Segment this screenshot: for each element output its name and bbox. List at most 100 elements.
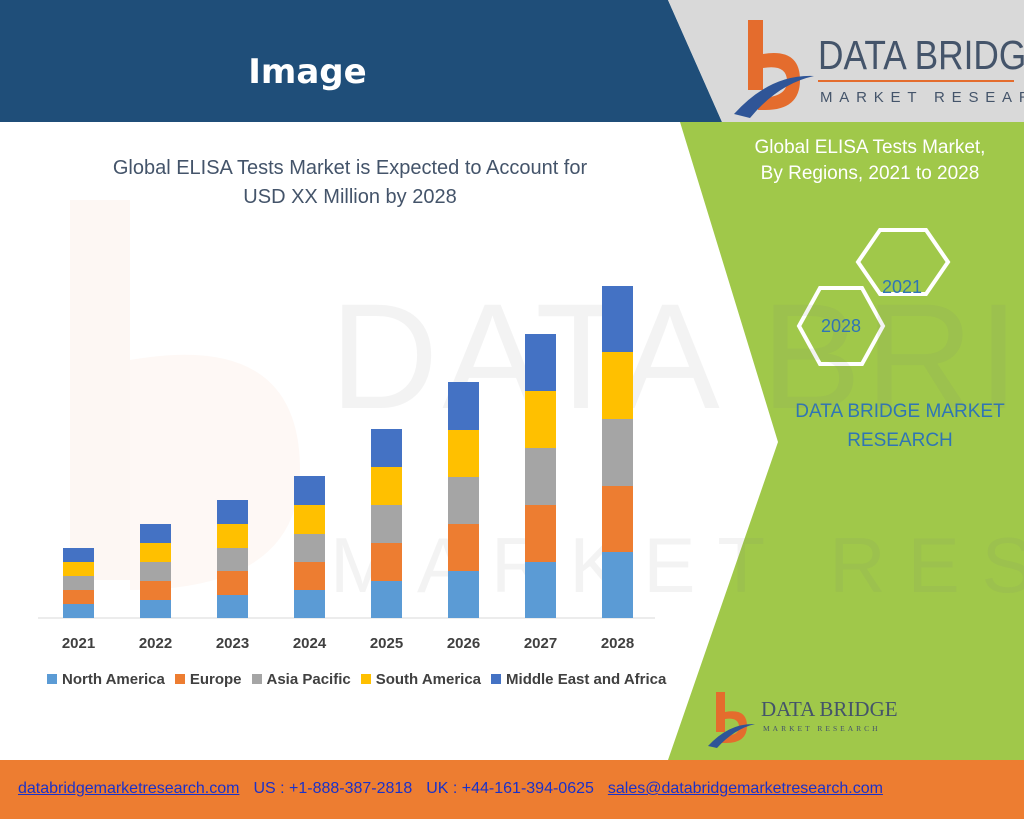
brand-name-small: DATA BRIDGE — [761, 697, 898, 721]
bar-segment-2021-south-america — [63, 562, 94, 576]
watermark-brand: DATA BRIDGE — [330, 272, 1024, 440]
chart-x-ticks: 2021 2022 2023 2024 2025 2026 2027 2028 — [62, 635, 634, 652]
page-title: Image — [248, 52, 367, 92]
panel-title-line1: Global ELISA Tests Market, — [754, 137, 986, 158]
bar-segment-2023-middle-east-and-africa — [217, 500, 248, 524]
legend-swatch — [174, 674, 185, 684]
website-link[interactable]: databridgemarketresearch.com — [18, 780, 240, 797]
legend-item: Europe — [174, 670, 242, 688]
bar-segment-2027-south-america — [525, 391, 556, 448]
bar-segment-2025-middle-east-and-africa — [371, 429, 402, 467]
bar-segment-2027-europe — [525, 505, 556, 562]
watermark-bar — [70, 200, 130, 580]
x-tick-label: 2021 — [62, 635, 95, 652]
bar-segment-2021-asia-pacific — [63, 576, 94, 590]
x-tick-label: 2023 — [216, 635, 249, 652]
bar-segment-2025-north-america — [371, 581, 402, 618]
panel-company: DATA BRIDGE MARKET RESEARCH — [775, 397, 1024, 455]
brand-mark-small-icon — [708, 692, 755, 748]
bar-segment-2022-asia-pacific — [140, 562, 171, 581]
brand-name: DATA BRIDGE — [818, 32, 1024, 78]
bar-segment-2022-europe — [140, 581, 171, 600]
brand-tagline-small: MARKET RESEARCH — [763, 724, 881, 733]
brand-rule — [818, 80, 1014, 82]
chart-bars — [63, 286, 633, 618]
bar-segment-2025-europe — [371, 543, 402, 581]
header-blue-band — [0, 0, 722, 122]
bar-segment-2026-europe — [448, 524, 479, 571]
bar-segment-2022-south-america — [140, 543, 171, 562]
footer-contacts: databridgemarketresearch.com US : +1-888… — [18, 780, 883, 798]
brand-mark-icon — [734, 20, 814, 118]
legend-swatch — [360, 674, 371, 684]
bar-segment-2026-asia-pacific — [448, 477, 479, 524]
legend-swatch — [251, 674, 262, 684]
bar-segment-2024-asia-pacific — [294, 534, 325, 562]
x-tick-label: 2027 — [524, 635, 557, 652]
chart-title: Global ELISA Tests Market is Expected to… — [70, 154, 630, 212]
legend-label: South America — [375, 670, 482, 688]
bar-segment-2028-north-america — [602, 552, 633, 618]
legend-item: South America — [360, 670, 482, 688]
bar-segment-2022-north-america — [140, 600, 171, 618]
bar-segment-2023-north-america — [217, 595, 248, 618]
legend-swatch — [491, 674, 502, 684]
bar-segment-2026-south-america — [448, 430, 479, 477]
chart-title-line2: USD XX Million by 2028 — [243, 186, 457, 208]
panel-company-line2: RESEARCH — [847, 430, 953, 451]
x-tick-label: 2025 — [370, 635, 403, 652]
bar-segment-2028-south-america — [602, 352, 633, 419]
chart-legend: North America Europe Asia Pacific South Ame… — [47, 668, 676, 690]
bar-segment-2021-middle-east-and-africa — [63, 548, 94, 562]
bar-segment-2023-south-america — [217, 524, 248, 548]
hex-label-start: 2021 — [881, 277, 923, 297]
watermark-tagline: MARKET RESEARCH — [330, 521, 1024, 609]
bar-segment-2026-north-america — [448, 571, 479, 618]
uk-phone: UK : +44-161-394-0625 — [426, 780, 594, 797]
legend-label: Europe — [189, 670, 242, 688]
bar-segment-2025-asia-pacific — [371, 505, 402, 543]
legend-item: Middle East and Africa — [491, 671, 666, 688]
legend-label: North America — [62, 670, 165, 688]
bar-segment-2028-middle-east-and-africa — [602, 286, 633, 352]
bar-segment-2024-middle-east-and-africa — [294, 476, 325, 505]
bar-segment-2025-south-america — [371, 467, 402, 505]
panel-company-line1: DATA BRIDGE MARKET — [795, 401, 1005, 422]
panel-title: Global ELISA Tests Market, By Regions, 2… — [720, 135, 1020, 187]
panel-title-line2: By Regions, 2021 to 2028 — [760, 163, 980, 184]
right-panel — [668, 122, 1024, 760]
brand-logo-top: DATA BRIDGE MARKET RESEARCH — [730, 18, 1024, 118]
email-link[interactable]: sales@databridgemarketresearch.com — [607, 780, 883, 797]
x-tick-label: 2026 — [447, 635, 480, 652]
legend-label: Asia Pacific — [266, 670, 351, 688]
bar-segment-2022-middle-east-and-africa — [140, 524, 171, 543]
legend-label: Middle East and Africa — [506, 670, 667, 688]
bar-segment-2024-europe — [294, 562, 325, 590]
x-tick-label: 2028 — [601, 635, 634, 652]
legend-swatch — [47, 674, 57, 684]
bar-segment-2028-europe — [602, 486, 633, 552]
bar-segment-2024-north-america — [294, 590, 325, 618]
us-phone: US : +1-888-387-2818 — [253, 780, 413, 797]
bar-segment-2026-middle-east-and-africa — [448, 382, 479, 430]
x-tick-label: 2024 — [293, 635, 327, 652]
brand-logo-bottom: DATA BRIDGE MARKET RESEARCH — [705, 690, 905, 750]
footer: databridgemarketresearch.com US : +1-888… — [0, 760, 1024, 819]
bar-segment-2027-north-america — [525, 562, 556, 618]
watermark-curve — [130, 354, 300, 590]
legend-item: North America — [47, 671, 165, 688]
legend-item: Asia Pacific — [251, 670, 351, 688]
bar-segment-2028-asia-pacific — [602, 419, 633, 486]
chart-title-line1: Global ELISA Tests Market is Expected to… — [112, 157, 588, 179]
bar-segment-2027-asia-pacific — [525, 448, 556, 505]
brand-tagline: MARKET RESEARCH — [820, 89, 1024, 106]
bar-segment-2027-middle-east-and-africa — [525, 334, 556, 391]
bar-segment-2024-south-america — [294, 505, 325, 534]
bar-segment-2023-europe — [217, 571, 248, 595]
x-tick-label: 2022 — [139, 635, 172, 652]
bar-segment-2021-europe — [63, 590, 94, 604]
bar-segment-2021-north-america — [63, 604, 94, 618]
bar-segment-2023-asia-pacific — [217, 548, 248, 571]
